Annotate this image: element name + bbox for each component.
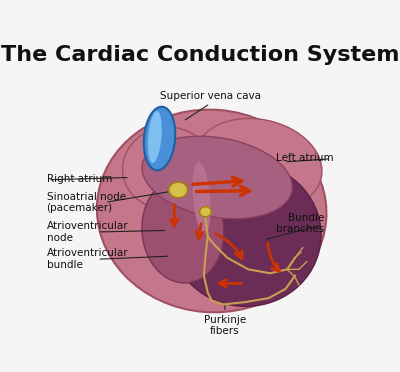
- Text: Superior vena cava: Superior vena cava: [160, 91, 261, 101]
- Ellipse shape: [97, 110, 326, 312]
- Text: Atrioventricular
node: Atrioventricular node: [46, 221, 128, 243]
- Ellipse shape: [148, 111, 162, 163]
- Text: Atrioventricular
bundle: Atrioventricular bundle: [46, 248, 128, 270]
- Ellipse shape: [192, 162, 211, 233]
- Ellipse shape: [122, 127, 212, 209]
- Text: Purkinje
fibers: Purkinje fibers: [204, 315, 246, 336]
- Text: The Cardiac Conduction System: The Cardiac Conduction System: [1, 45, 399, 65]
- Ellipse shape: [142, 136, 292, 219]
- Ellipse shape: [142, 178, 224, 283]
- Ellipse shape: [195, 118, 322, 210]
- Ellipse shape: [200, 207, 211, 217]
- Ellipse shape: [144, 107, 175, 170]
- Text: Sinoatrial node
(pacemaker): Sinoatrial node (pacemaker): [46, 192, 126, 213]
- Text: Bundle
branches: Bundle branches: [276, 213, 324, 234]
- Ellipse shape: [169, 162, 321, 307]
- Text: Left atrium: Left atrium: [276, 153, 333, 163]
- Ellipse shape: [169, 182, 188, 198]
- Text: Right atrium: Right atrium: [46, 174, 112, 184]
